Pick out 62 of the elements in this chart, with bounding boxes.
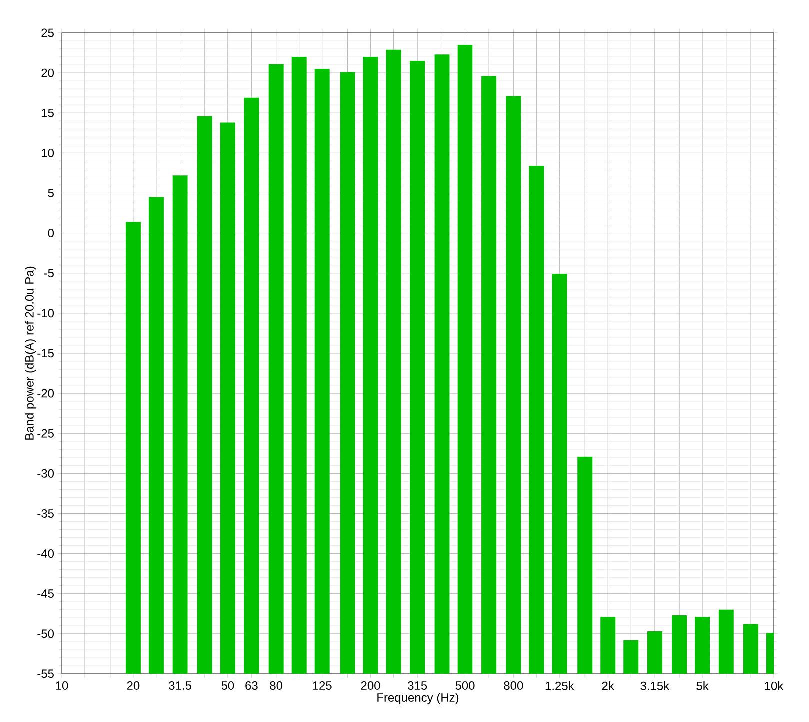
- x-tick-label: 315: [408, 682, 428, 690]
- bar: [197, 116, 212, 674]
- bar: [172, 176, 188, 674]
- x-tick-label: 50: [222, 682, 234, 690]
- y-tick-label: -30: [38, 469, 54, 478]
- x-tick-label: 20: [127, 682, 140, 690]
- x-tick-label: 125: [313, 682, 332, 690]
- x-tick-label: 2k: [602, 682, 614, 690]
- bar: [148, 197, 164, 674]
- bar: [744, 624, 759, 674]
- y-tick-label: 10: [42, 148, 54, 158]
- bar: [292, 57, 307, 674]
- y-tick-label: -35: [38, 509, 54, 518]
- x-tick-label: 3.15k: [640, 682, 670, 690]
- y-tick-label: -5: [44, 269, 54, 278]
- bar: [529, 166, 544, 674]
- bar: [363, 57, 378, 674]
- bar: [647, 632, 662, 674]
- y-tick-label: -10: [38, 309, 54, 318]
- x-tick-label: 10: [56, 682, 68, 690]
- y-tick-label: -15: [38, 349, 54, 358]
- bar: [458, 45, 473, 674]
- y-tick-label: 20: [42, 68, 54, 78]
- y-tick-label: 25: [42, 28, 54, 38]
- y-tick-label: -25: [38, 429, 54, 438]
- x-tick-label: 63: [246, 682, 258, 690]
- bar: [268, 64, 284, 674]
- y-tick-label: -55: [38, 670, 54, 678]
- y-tick-label: 0: [48, 229, 54, 238]
- bar: [340, 72, 356, 674]
- x-tick-label: 1.25k: [546, 682, 574, 690]
- bar: [718, 610, 734, 674]
- bar: [386, 50, 402, 674]
- bar: [506, 96, 522, 674]
- bar: [695, 617, 710, 674]
- bar: [552, 274, 568, 674]
- bar: [672, 615, 688, 674]
- x-tick-label: 200: [361, 682, 380, 690]
- y-tick-label: -20: [38, 389, 54, 398]
- y-tick-label: 15: [42, 108, 54, 118]
- y-tick-label: -40: [38, 550, 54, 558]
- x-tick-label: 500: [456, 682, 475, 690]
- bar: [126, 222, 141, 674]
- y-tick-label: -50: [38, 630, 54, 638]
- x-tick-label: 800: [504, 682, 524, 690]
- x-tick-label: 80: [270, 682, 283, 690]
- bar: [624, 640, 639, 674]
- bar: [600, 617, 616, 674]
- x-axis-title: Frequency (Hz): [378, 693, 459, 704]
- x-tick-label: 31.5: [169, 682, 192, 690]
- x-tick-label: 10k: [765, 682, 784, 690]
- bar: [434, 54, 450, 674]
- bar: [410, 61, 426, 674]
- bar: [220, 122, 236, 674]
- bar: [578, 456, 593, 674]
- bar: [482, 76, 497, 674]
- x-tick-label: 5k: [696, 682, 709, 690]
- y-tick-label: 5: [48, 189, 54, 198]
- bar: [314, 69, 330, 674]
- y-tick-label: -45: [38, 590, 54, 598]
- y-axis-title: Band power (dB(A) ref 20.0u Pa): [25, 266, 36, 440]
- bar: [244, 98, 260, 674]
